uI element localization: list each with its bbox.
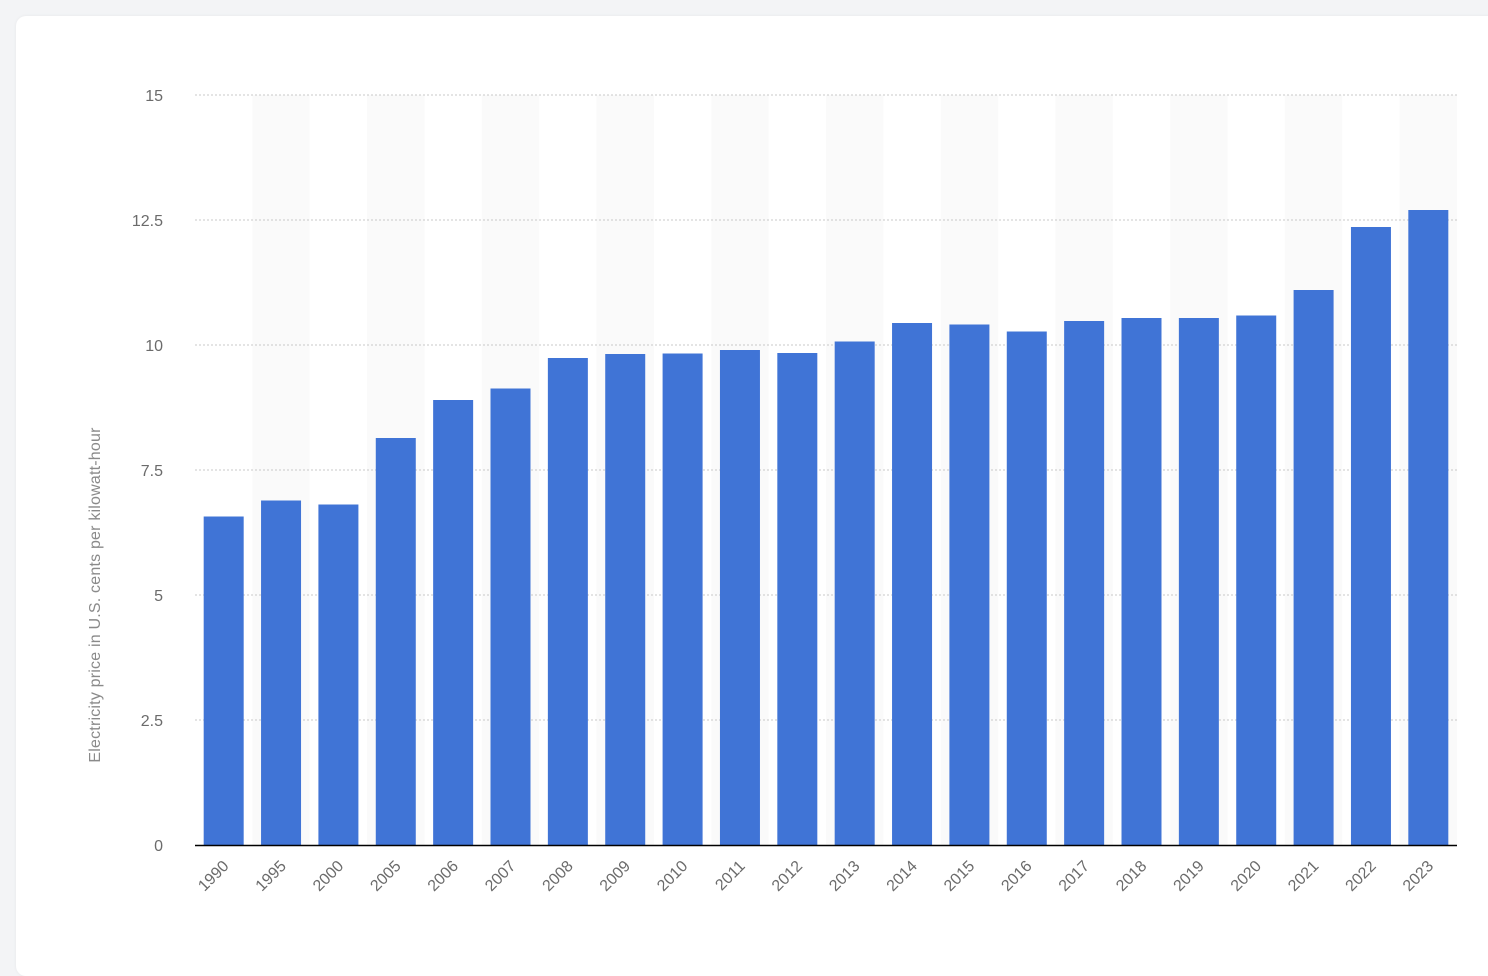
x-tick-label: 2009 <box>597 858 634 895</box>
x-tick-label: 2007 <box>482 858 519 895</box>
bar-2022[interactable] <box>1350 227 1391 845</box>
bar-2010[interactable] <box>662 353 703 846</box>
x-tick-label: 2017 <box>1056 858 1093 895</box>
x-tick-label: 2011 <box>712 858 748 894</box>
x-tick-label: 2015 <box>941 858 978 895</box>
bar-2005[interactable] <box>375 438 416 845</box>
bar-2017[interactable] <box>1064 321 1105 845</box>
bars <box>203 210 1449 846</box>
bar-chart: 0 2.5 5 7.5 10 12.5 15 1990 1995 2000 2005 2006 200… <box>87 88 1457 895</box>
bar-2007[interactable] <box>490 388 531 846</box>
y-tick-label: 15 <box>145 88 163 105</box>
bar-2006[interactable] <box>433 400 474 845</box>
bar-2016[interactable] <box>1006 331 1047 846</box>
x-tick-label: 2005 <box>367 858 404 895</box>
y-tick-label: 5 <box>154 588 163 605</box>
y-tick-labels: 0 2.5 5 7.5 10 12.5 15 <box>132 88 163 855</box>
bar-2018[interactable] <box>1121 318 1162 845</box>
bar-2000[interactable] <box>318 504 359 846</box>
x-tick-label: 1995 <box>253 858 290 895</box>
x-tick-label: 2008 <box>540 858 577 895</box>
x-tick-label: 2006 <box>425 858 462 895</box>
y-tick-label: 10 <box>145 338 163 355</box>
bar-2014[interactable] <box>892 323 933 845</box>
y-tick-label: 2.5 <box>141 713 163 730</box>
x-tick-label: 2000 <box>310 858 347 895</box>
y-tick-label: 0 <box>154 838 163 855</box>
bar-1990[interactable] <box>203 516 244 846</box>
x-tick-label: 1990 <box>195 858 232 895</box>
x-tick-label: 2014 <box>884 858 921 895</box>
y-tick-label: 12.5 <box>132 213 163 230</box>
bar-2009[interactable] <box>605 354 646 845</box>
x-tick-label: 2010 <box>654 858 691 895</box>
x-tick-label: 2023 <box>1400 858 1437 895</box>
bar-2013[interactable] <box>834 341 875 846</box>
y-axis-title: Electricity price in U.S. cents per kilo… <box>87 427 104 763</box>
x-tick-label: 2019 <box>1171 858 1208 895</box>
y-tick-label: 7.5 <box>141 463 163 480</box>
x-tick-label: 2016 <box>998 858 1035 895</box>
bar-2020[interactable] <box>1236 315 1277 846</box>
x-tick-label: 2022 <box>1343 858 1380 895</box>
bar-2008[interactable] <box>547 358 588 845</box>
bar-2023[interactable] <box>1408 210 1449 845</box>
bar-2011[interactable] <box>719 350 760 845</box>
x-tick-label: 2021 <box>1285 858 1322 895</box>
bar-2012[interactable] <box>777 353 818 845</box>
x-tick-labels: 1990 1995 2000 2005 2006 2007 2008 2009 2010 2011… <box>195 858 1437 895</box>
bar-2019[interactable] <box>1178 318 1219 845</box>
x-tick-label: 2020 <box>1228 858 1265 895</box>
bar-2015[interactable] <box>949 324 990 846</box>
x-tick-label: 2012 <box>769 858 806 895</box>
x-tick-label: 2013 <box>826 858 863 895</box>
x-tick-label: 2018 <box>1113 858 1150 895</box>
bar-2021[interactable] <box>1293 290 1334 845</box>
bar-1995[interactable] <box>261 500 302 846</box>
